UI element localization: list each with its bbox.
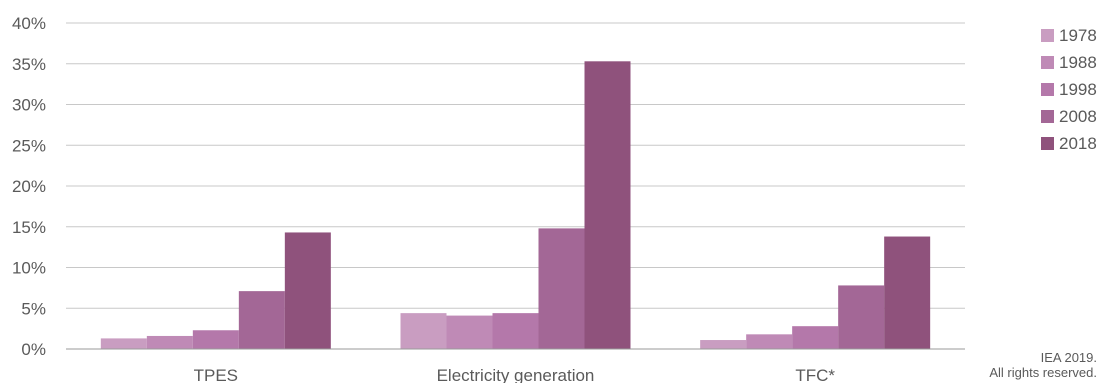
credit-note: IEA 2019. All rights reserved. (989, 350, 1097, 380)
legend-item-1988: 1988 (1041, 49, 1097, 76)
bar-1978 (400, 313, 447, 349)
y-tick-label: 25% (12, 136, 46, 155)
gridlines (66, 22, 965, 309)
x-category-label: Electricity generation (437, 366, 595, 383)
legend-label: 2008 (1059, 106, 1097, 126)
y-tick-label: 5% (21, 299, 46, 318)
legend: 1978 1988 1998 2008 2018 (1041, 22, 1097, 157)
bar-2008 (238, 291, 285, 349)
y-tick-label: 40% (12, 14, 46, 33)
bar-1998 (492, 313, 539, 349)
bar-1988 (146, 335, 193, 349)
legend-swatch (1041, 137, 1054, 150)
bar-2018 (584, 61, 631, 350)
y-tick-label: 35% (12, 55, 46, 74)
legend-swatch (1041, 29, 1054, 42)
y-tick-label: 20% (12, 177, 46, 196)
credit-line-1: IEA 2019. (1040, 350, 1097, 365)
legend-swatch (1041, 56, 1054, 69)
legend-item-1978: 1978 (1041, 22, 1097, 49)
bar-2018 (284, 232, 331, 349)
y-axis-tick-labels: 0% 5% 10% 15% 20% 25% 30% 35% 40% (12, 14, 46, 359)
y-tick-label: 30% (12, 96, 46, 115)
y-tick-label: 10% (12, 259, 46, 278)
legend-swatch (1041, 83, 1054, 96)
bars (100, 61, 931, 350)
credit-line-2: All rights reserved. (989, 365, 1097, 380)
y-tick-label: 15% (12, 218, 46, 237)
x-category-label: TFC* (795, 366, 835, 383)
bar-1978 (700, 340, 747, 349)
bar-1988 (446, 315, 493, 349)
legend-label: 1998 (1059, 79, 1097, 99)
bar-1998 (792, 326, 839, 349)
legend-label: 1978 (1059, 25, 1097, 45)
x-category-label: TPES (194, 366, 238, 383)
legend-label: 2018 (1059, 133, 1097, 153)
bar-2008 (838, 285, 885, 349)
legend-label: 1988 (1059, 52, 1097, 72)
x-axis-category-labels: TPES Electricity generation TFC* (194, 366, 836, 383)
bar-1978 (100, 338, 147, 349)
legend-item-2008: 2008 (1041, 103, 1097, 130)
legend-item-2018: 2018 (1041, 130, 1097, 157)
bar-1998 (192, 330, 239, 349)
bar-1988 (746, 334, 793, 349)
legend-swatch (1041, 110, 1054, 123)
bar-2018 (884, 236, 931, 349)
y-tick-label: 0% (21, 340, 46, 359)
legend-item-1998: 1998 (1041, 76, 1097, 103)
bar-2008 (538, 228, 585, 349)
